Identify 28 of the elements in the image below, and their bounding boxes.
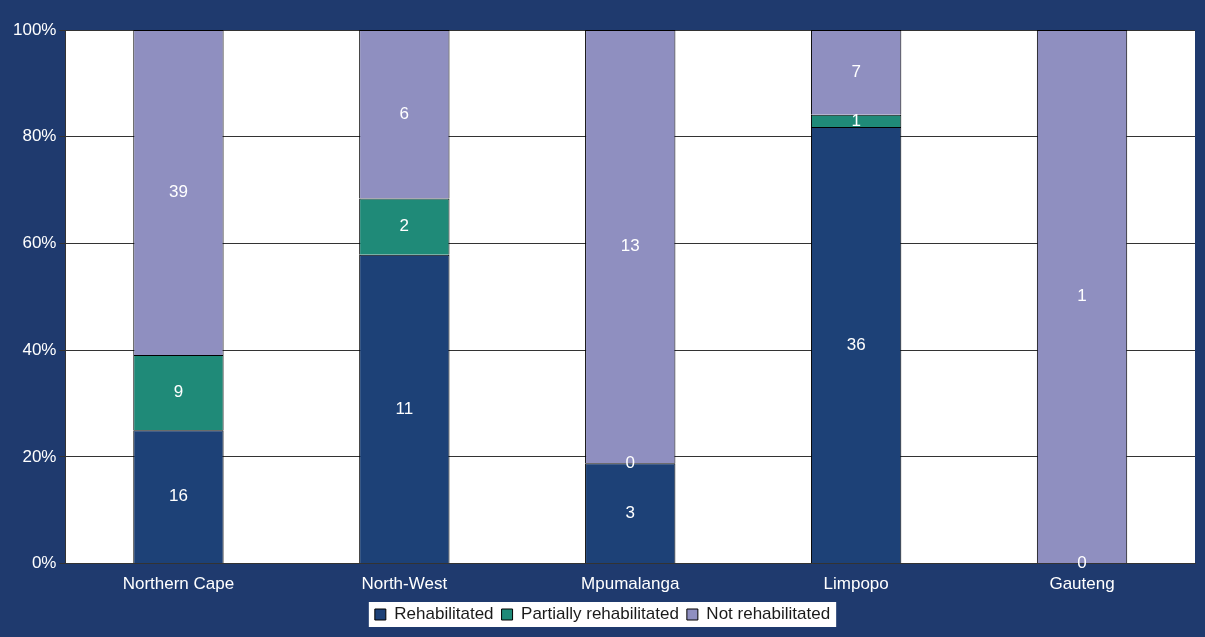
annotation: 1 [1077,286,1087,306]
y-tick-label: 20% [22,446,57,466]
annotation: 36 [846,334,866,354]
x-tick-label: Gauteng [1049,574,1115,594]
annotation: 2 [399,216,410,236]
x-tick-label: Limpopo [823,574,889,594]
legend-label: Partially rehabilitated [521,604,679,624]
annotation: 6 [399,104,410,123]
y-tick-label: 0% [31,553,57,573]
y-tick-label: 60% [22,233,57,253]
annotation: 0 [625,452,635,472]
annotation: 9 [173,382,184,402]
annotation: 39 [168,182,188,202]
x-tick-label: Mpumalanga [581,574,680,594]
y-tick-label: 80% [22,126,57,146]
x-tick-label: North-West [361,574,448,594]
annotation: 0 [1077,553,1087,573]
annotation: 7 [851,62,861,82]
annotation: 13 [620,236,640,256]
annotation: 3 [625,502,635,522]
y-tick-label: 40% [22,339,57,359]
x-tick-label: Northern Cape [122,574,235,594]
legend-label: Not rehabilitated [706,604,831,624]
legend-label: Rehabilitated [394,604,494,624]
annotation: 16 [168,486,188,506]
y-tick-label: 100% [13,19,57,39]
annotation: 1 [851,110,861,130]
annotation: 11 [395,398,414,418]
